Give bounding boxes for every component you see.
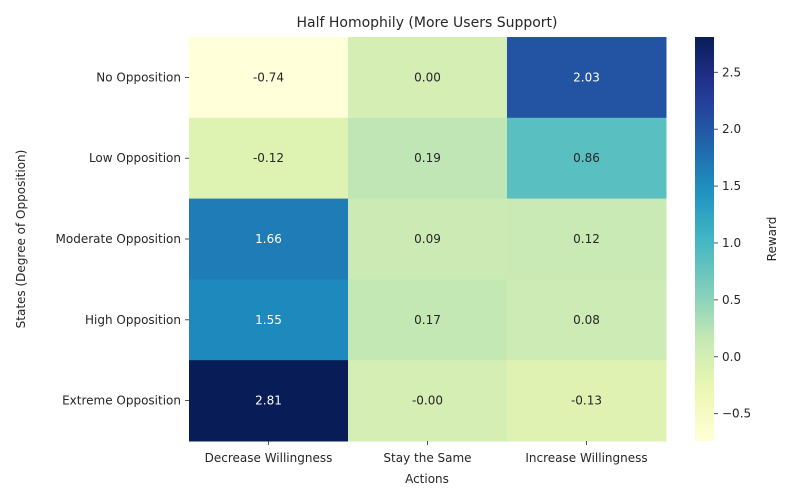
colorbar-label: Reward bbox=[765, 217, 779, 262]
cell-value-label: 0.19 bbox=[414, 151, 441, 165]
x-tick-label: Decrease Willingness bbox=[205, 451, 333, 465]
colorbar-tick-label: −0.5 bbox=[722, 407, 751, 421]
heatmap-cells: -0.74 0.00 2.03 -0.12 0.19 0.86 1.66 0.09 0.12 1.… bbox=[189, 37, 667, 442]
colorbar-tick-label: 1.0 bbox=[722, 236, 741, 250]
heatmap-cell bbox=[507, 360, 667, 442]
heatmap-cell bbox=[189, 360, 349, 442]
cell-value-label: -0.00 bbox=[412, 394, 443, 408]
cell-value-label: -0.74 bbox=[253, 70, 284, 84]
cell-value-label: -0.13 bbox=[571, 394, 602, 408]
colorbar-tick-label: 2.5 bbox=[722, 65, 741, 79]
colorbar-tick-label: 0.0 bbox=[722, 350, 741, 364]
colorbar-tick-label: 2.0 bbox=[722, 122, 741, 136]
y-axis: No Opposition Low Opposition Moderate Oppo… bbox=[56, 70, 189, 408]
heatmap-cell bbox=[189, 198, 349, 280]
y-tick-label: High Opposition bbox=[85, 313, 181, 327]
heatmap-cell bbox=[348, 198, 508, 280]
heatmap-cell bbox=[348, 360, 508, 442]
heatmap-cell bbox=[507, 198, 667, 280]
x-axis-label: Actions bbox=[405, 472, 449, 486]
x-tick-label: Increase Willingness bbox=[525, 451, 647, 465]
y-axis-label: States (Degree of Opposition) bbox=[14, 150, 28, 329]
x-tick-label: Stay the Same bbox=[383, 451, 471, 465]
cell-value-label: 0.09 bbox=[414, 232, 441, 246]
heatmap-cell bbox=[189, 279, 349, 361]
cell-value-label: 0.86 bbox=[573, 151, 600, 165]
cell-value-label: 0.00 bbox=[414, 70, 441, 84]
cell-value-label: 2.03 bbox=[573, 70, 600, 84]
y-tick-label: Moderate Opposition bbox=[56, 232, 181, 246]
colorbar-gradient bbox=[695, 37, 714, 441]
x-axis: Decrease Willingness Stay the Same Increas… bbox=[205, 441, 648, 465]
cell-value-label: 0.12 bbox=[573, 232, 600, 246]
cell-value-label: 0.08 bbox=[573, 313, 600, 327]
heatmap-cell bbox=[507, 117, 667, 200]
cell-value-label: 1.66 bbox=[255, 232, 282, 246]
cell-value-label: 1.55 bbox=[255, 313, 282, 327]
heatmap-cell bbox=[189, 117, 349, 200]
heatmap-cell bbox=[348, 279, 508, 361]
colorbar: −0.5 0.0 0.5 1.0 1.5 2.0 2.5 bbox=[695, 37, 751, 441]
heatmap-cell bbox=[507, 279, 667, 361]
y-tick-label: No Opposition bbox=[96, 70, 181, 84]
colorbar-tick-label: 1.5 bbox=[722, 179, 741, 193]
heatmap-cell bbox=[189, 37, 349, 119]
cell-value-label: -0.12 bbox=[253, 151, 284, 165]
colorbar-tick-label: 0.5 bbox=[722, 293, 741, 307]
y-tick-label: Extreme Opposition bbox=[62, 394, 181, 408]
heatmap-cell bbox=[348, 117, 508, 200]
y-tick-label: Low Opposition bbox=[89, 151, 181, 165]
cell-value-label: 2.81 bbox=[255, 394, 282, 408]
heatmap-cell bbox=[348, 37, 508, 119]
heatmap-cell bbox=[507, 37, 667, 119]
cell-value-label: 0.17 bbox=[414, 313, 441, 327]
chart-title: Half Homophily (More Users Support) bbox=[296, 15, 557, 31]
